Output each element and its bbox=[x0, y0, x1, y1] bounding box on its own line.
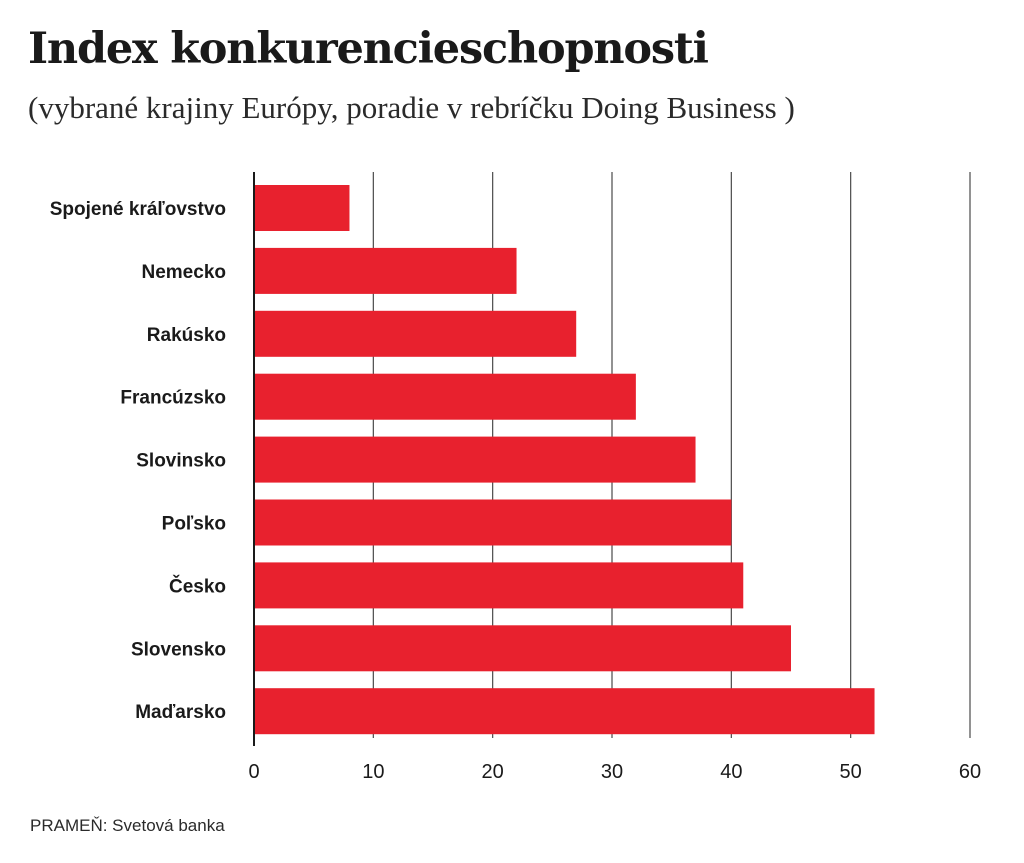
chart-subtitle: (vybrané krajiny Európy, poradie v rebrí… bbox=[28, 90, 795, 125]
category-label: Poľsko bbox=[162, 514, 226, 535]
category-label: Spojené kráľovstvo bbox=[50, 199, 226, 220]
tick-label: 60 bbox=[959, 761, 981, 783]
tick-label: 20 bbox=[482, 761, 504, 783]
tick-label: 10 bbox=[362, 761, 384, 783]
bar bbox=[254, 373, 636, 420]
category-labels: Spojené kráľovstvo Nemecko Rakúsko Francúzs… bbox=[50, 199, 226, 723]
bar bbox=[254, 436, 696, 483]
bar bbox=[254, 625, 791, 672]
category-label: Maďarsko bbox=[135, 702, 226, 723]
bar-chart: Spojené kráľovstvo Nemecko Rakúsko Francúzs… bbox=[50, 172, 981, 783]
source-note: PRAMEŇ: Svetová banka bbox=[30, 816, 225, 835]
tick-label: 50 bbox=[840, 761, 862, 783]
bar bbox=[254, 688, 875, 735]
bar bbox=[254, 185, 350, 231]
category-label: Rakúsko bbox=[147, 325, 226, 346]
category-label: Nemecko bbox=[142, 262, 227, 283]
bar bbox=[254, 562, 744, 609]
bar bbox=[254, 499, 732, 546]
bars bbox=[254, 185, 875, 735]
tick-label: 40 bbox=[720, 761, 742, 783]
bar bbox=[254, 310, 577, 357]
tick-label: 0 bbox=[248, 761, 259, 783]
tick-labels: 0 10 20 30 40 50 60 bbox=[248, 761, 981, 783]
category-label: Česko bbox=[169, 575, 226, 597]
category-label: Francúzsko bbox=[120, 388, 226, 409]
bar bbox=[254, 247, 517, 294]
chart-title: Index konkurencieschopnosti bbox=[28, 24, 709, 74]
category-label: Slovensko bbox=[131, 639, 226, 660]
category-label: Slovinsko bbox=[136, 451, 226, 472]
tick-label: 30 bbox=[601, 761, 623, 783]
